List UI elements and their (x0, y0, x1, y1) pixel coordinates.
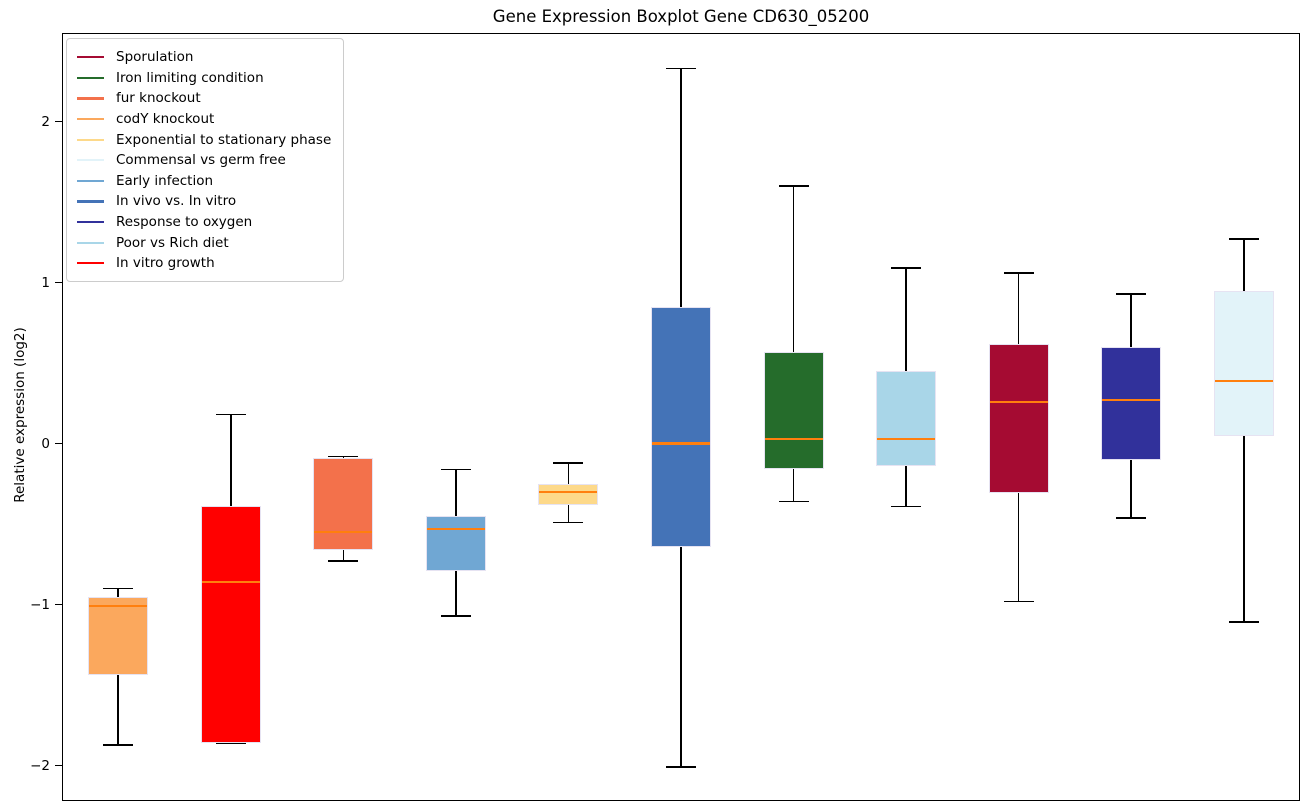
legend-item: Early infection (77, 171, 333, 192)
legend-item: codY knockout (77, 109, 333, 130)
median-line (1214, 379, 1273, 382)
whisker-cap-bottom (1116, 516, 1147, 519)
legend-label: fur knockout (116, 90, 201, 107)
legend-swatch (77, 220, 104, 224)
box-rect (313, 458, 374, 550)
legend-swatch (77, 117, 104, 121)
whisker-cap-bottom (1003, 600, 1034, 603)
legend-item: Iron limiting condition (77, 68, 333, 89)
legend-label: Iron limiting condition (116, 69, 264, 86)
y-tick-label: 1 (41, 274, 50, 291)
box-rect (88, 596, 149, 676)
whisker-cap-bottom (778, 500, 809, 503)
whisker-cap-bottom (666, 766, 696, 769)
legend-swatch (77, 262, 104, 265)
median-line (314, 531, 373, 534)
y-tick-mark (55, 120, 62, 123)
box-rect (538, 483, 599, 505)
legend-label: Early infection (116, 172, 214, 189)
legend-swatch (77, 200, 104, 203)
median-line (652, 442, 710, 445)
y-tick-label: 0 (41, 435, 50, 452)
y-tick-mark (55, 442, 62, 445)
legend-label: Sporulation (116, 49, 194, 66)
box-rect (1101, 346, 1162, 460)
legend-label: codY knockout (116, 111, 215, 128)
median-line (89, 605, 148, 608)
median-line (1102, 398, 1161, 402)
box-rect (1213, 290, 1274, 436)
y-axis-label: Relative expression (log2) (12, 327, 28, 503)
legend-item: Exponential to stationary phase (77, 129, 333, 150)
box-rect (200, 506, 261, 744)
whisker-cap-bottom (1228, 621, 1259, 624)
whisker-cap-bottom (553, 521, 584, 524)
whisker-cap-top (1003, 272, 1034, 274)
legend: Sporulation Iron limiting condition fur kn… (66, 38, 344, 282)
median-line (989, 400, 1048, 403)
legend-item: In vivo vs. In vitro (77, 191, 333, 212)
legend-label: Response to oxygen (116, 214, 253, 231)
whisker-cap-top (440, 468, 471, 471)
whisker-cap-top (103, 587, 134, 590)
legend-label: Commensal vs germ free (116, 152, 286, 169)
legend-swatch (77, 138, 104, 141)
box-rect (876, 371, 937, 467)
legend-label: Exponential to stationary phase (116, 131, 332, 148)
legend-swatch (77, 56, 104, 59)
whisker-cap-bottom (215, 742, 246, 744)
box-rect (651, 306, 711, 547)
y-tick-label: 2 (41, 113, 50, 130)
y-tick-label: −2 (30, 757, 50, 774)
y-tick-label: −1 (30, 596, 50, 613)
whisker-cap-top (553, 462, 584, 464)
median-line (877, 437, 936, 440)
legend-swatch (77, 241, 104, 244)
median-line (201, 580, 260, 584)
legend-swatch (77, 97, 104, 100)
whisker-cap-bottom (440, 615, 471, 617)
whisker-cap-top (328, 455, 359, 458)
legend-swatch (77, 159, 104, 162)
y-tick-mark (55, 603, 62, 606)
median-line (764, 437, 823, 440)
legend-label: In vivo vs. In vitro (116, 193, 237, 210)
legend-swatch (77, 179, 104, 182)
whisker-cap-top (1116, 293, 1147, 295)
legend-label: In vitro growth (116, 255, 215, 272)
median-line (539, 490, 598, 493)
legend-item: Commensal vs germ free (77, 150, 333, 171)
box-rect (763, 351, 824, 470)
median-line (426, 527, 485, 530)
whisker-cap-bottom (891, 505, 922, 508)
box-rect (988, 343, 1049, 494)
whisker-cap-bottom (103, 743, 134, 746)
whisker-cap-top (215, 413, 246, 416)
whisker-cap-top (778, 185, 809, 187)
chart-title: Gene Expression Boxplot Gene CD630_05200 (492, 7, 870, 26)
y-tick-mark (55, 764, 62, 767)
legend-item: Sporulation (77, 47, 333, 68)
box-rect (425, 516, 486, 571)
whisker-line (792, 185, 795, 502)
y-tick-mark (55, 281, 62, 284)
legend-item: Poor vs Rich diet (77, 232, 333, 253)
whisker-cap-top (666, 67, 696, 70)
legend-label: Poor vs Rich diet (116, 234, 229, 251)
whisker-cap-top (891, 267, 922, 269)
legend-item: fur knockout (77, 88, 333, 109)
whisker-cap-bottom (328, 560, 359, 562)
legend-swatch (77, 76, 104, 79)
whisker-cap-top (1228, 238, 1259, 240)
legend-item: In vitro growth (77, 253, 333, 274)
legend-item: Response to oxygen (77, 212, 333, 233)
